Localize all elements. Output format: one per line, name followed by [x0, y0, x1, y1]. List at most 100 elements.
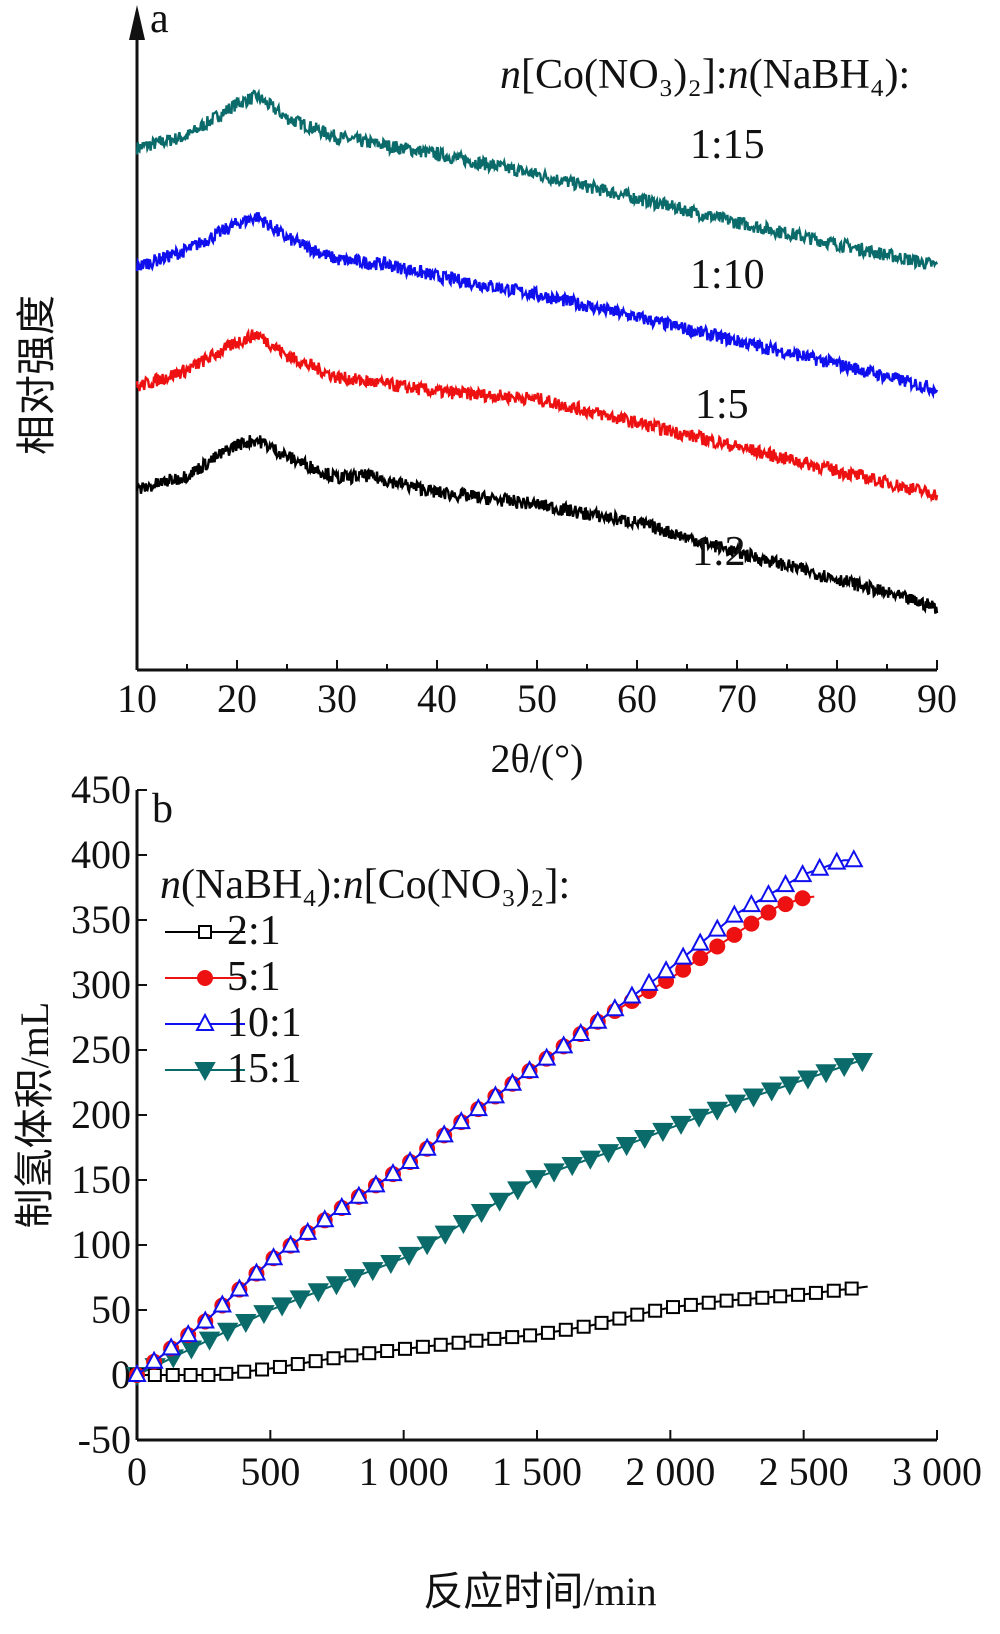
panel-b-data-point — [271, 1297, 293, 1317]
panel-a-series-label: 1:10 — [690, 252, 765, 298]
panel-b-data-point — [289, 1290, 311, 1310]
panel-a-x-tick-label: 90 — [917, 676, 957, 721]
panel-b-data-point — [844, 1281, 859, 1296]
panel-b-data-point — [349, 1185, 369, 1204]
panel-b-data-point — [683, 1297, 698, 1312]
panel-b-legend-marker — [198, 925, 212, 939]
panel-b-data-point — [417, 1137, 437, 1156]
panel-b-data-point — [755, 1290, 770, 1305]
panel-b-data-point — [451, 1110, 471, 1130]
panel-b-data-point — [308, 1354, 323, 1369]
panel-b-data-point — [180, 1340, 203, 1360]
panel-b-y-tick-label: 350 — [71, 897, 131, 942]
panel-b-legend-item: 5:1 — [165, 954, 281, 1000]
panel-b-data-point — [195, 1310, 215, 1329]
panel-b-data-point — [297, 1221, 318, 1240]
panel-b-y-tick-label: 450 — [71, 767, 131, 812]
panel-a-y-axis-label: 相对强度 — [14, 295, 59, 455]
panel-b-data-point — [201, 1368, 216, 1382]
panel-b-data-point — [332, 1196, 352, 1216]
panel-a-x-tick-label: 50 — [517, 676, 557, 721]
panel-b-legend-marker — [194, 1062, 216, 1082]
panel-b-data-point — [690, 932, 710, 951]
panel-b-data-point — [416, 1236, 438, 1256]
panel-b-data-point — [212, 1294, 232, 1313]
panel-b-data-point — [290, 1357, 305, 1372]
panel-b-y-ticks: -50 0 50 100 150 200 250 300 350 400 450 — [71, 767, 147, 1462]
panel-a: a 10 20 30 40 50 60 70 80 90 1:15 1:10 1:5 1:2 n[Co… — [14, 0, 957, 781]
panel-b-data-point — [630, 1307, 645, 1322]
panel-a-series-label: 1:15 — [690, 122, 765, 168]
panel-b-data-point — [777, 896, 794, 913]
panel-b-data-point — [451, 1335, 466, 1350]
panel-a-x-tick-label: 80 — [817, 676, 857, 721]
panel-b-data-point — [540, 1325, 555, 1340]
panel-a-letter: a — [150, 0, 169, 42]
panel-b-y-tick-label: 200 — [71, 1092, 131, 1137]
panel-b-data-point — [502, 1072, 523, 1091]
panel-b-legend-marker — [197, 970, 213, 986]
panel-b-data-point — [315, 1209, 335, 1228]
panel-b-data-point — [178, 1323, 198, 1343]
panel-b-legend-label: 2:1 — [227, 908, 281, 954]
panel-b-letter: b — [152, 786, 173, 832]
panel-b-data-point — [810, 857, 830, 876]
panel-b-data-point — [470, 1204, 493, 1224]
panel-a-series-label: 1:2 — [692, 529, 746, 575]
panel-b-data-point — [797, 1070, 819, 1090]
panel-b-legend-item: 15:1 — [165, 1046, 302, 1092]
panel-b-data-point — [760, 904, 777, 921]
panel-b-data-point — [844, 849, 864, 868]
panel-b-data-point — [487, 1331, 502, 1346]
panel-b-data-point — [415, 1339, 430, 1354]
panel-b-data-point — [675, 961, 692, 978]
panel-b-data-point — [362, 1346, 377, 1361]
panel-a-legend-title: n[Co(NO₃)₂]:n(NaBH₄): — [500, 52, 910, 98]
panel-b-x-tick-label: 2 500 — [759, 1449, 849, 1494]
panel-b-data-point — [554, 1035, 574, 1054]
panel-b-series-2-1 — [130, 1281, 868, 1382]
panel-b-x-axis-label: 反应时间/min — [423, 1569, 656, 1614]
panel-a-x-tick-label: 70 — [717, 676, 757, 721]
panel-b-data-point — [161, 1337, 181, 1356]
panel-b-data-point — [709, 938, 726, 955]
panel-b-data-point — [827, 851, 847, 870]
panel-b-data-point — [594, 1315, 609, 1330]
panel-b-data-point — [724, 1094, 747, 1114]
panel-b-data-point — [815, 1064, 837, 1084]
panel-b-data-point — [648, 1303, 663, 1318]
panel-b: b 0 500 1 000 1 500 2 000 2 500 3 000 -5005010… — [12, 767, 982, 1614]
panel-a-x-tick-label: 30 — [317, 676, 357, 721]
panel-b-data-point — [543, 1163, 565, 1183]
panel-b-data-point — [670, 1115, 692, 1135]
panel-b-data-point — [219, 1366, 234, 1381]
panel-b-legend-label: 5:1 — [227, 954, 281, 1000]
panel-b-data-point — [433, 1337, 448, 1352]
panel-b-data-point — [779, 1076, 801, 1096]
panel-b-data-point — [692, 950, 709, 967]
panel-b-data-point — [808, 1285, 823, 1300]
panel-b-data-point — [701, 1295, 716, 1310]
panel-b-data-point — [255, 1362, 270, 1377]
panel-b-data-point — [127, 1363, 147, 1382]
panel-b-data-point — [826, 1283, 841, 1298]
panel-b-data-point — [571, 1022, 591, 1042]
panel-b-data-point — [760, 1082, 783, 1102]
panel-b-data-point — [615, 1137, 638, 1157]
panel-b-data-point — [452, 1215, 475, 1235]
panel-b-data-point — [488, 1192, 511, 1212]
panel-b-legend-label: 10:1 — [227, 1000, 302, 1046]
panel-b-data-point — [216, 1322, 239, 1342]
panel-b-data-point — [343, 1269, 366, 1289]
panel-b-data-point — [851, 1053, 874, 1073]
panel-b-data-point — [237, 1364, 252, 1379]
panel-b-data-point — [558, 1322, 573, 1337]
panel-b-data-point — [758, 883, 779, 903]
panel-b-y-tick-label: 0 — [111, 1352, 131, 1397]
panel-b-data-point — [198, 1331, 221, 1351]
panel-b-data-point — [652, 1122, 674, 1142]
panel-b-data-point — [612, 1311, 627, 1326]
panel-b-data-point — [775, 873, 796, 893]
panel-b-data-point — [326, 1351, 341, 1366]
